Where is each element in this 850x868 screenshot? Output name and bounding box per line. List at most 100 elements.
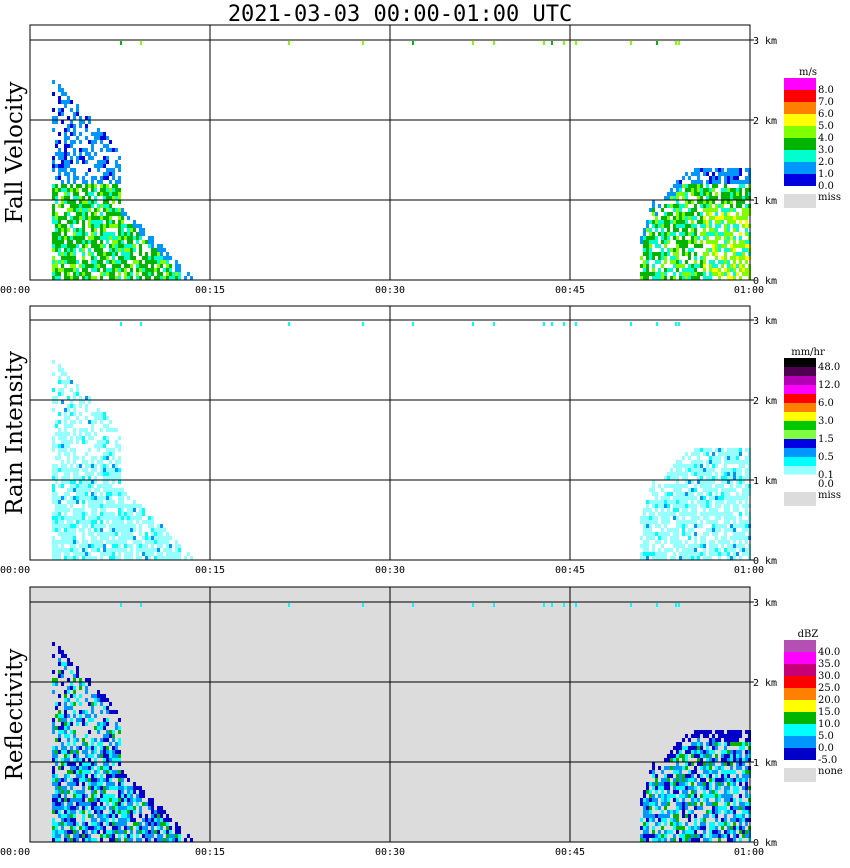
- echo-cell: [52, 726, 55, 730]
- echo-cell: [58, 364, 61, 368]
- echo-cell: [64, 260, 67, 264]
- echo-cell: [58, 244, 61, 248]
- echo-cell: [472, 603, 474, 607]
- echo-cell: [142, 240, 145, 244]
- echo-cell: [52, 524, 55, 528]
- echo-cell: [742, 180, 745, 184]
- echo-cell: [124, 276, 127, 280]
- y-tick-label: 1 km: [753, 476, 777, 487]
- echo-cell: [85, 838, 88, 842]
- echo-cell: [91, 536, 94, 540]
- echo-cell: [61, 368, 64, 372]
- echo-cell: [724, 172, 727, 176]
- echo-cell: [118, 754, 121, 758]
- echo-cell: [688, 834, 691, 838]
- echo-cell: [733, 548, 736, 552]
- echo-cell: [106, 468, 109, 472]
- echo-cell: [85, 822, 88, 826]
- colorbar-swatch: [784, 457, 816, 466]
- echo-cell: [70, 420, 73, 424]
- echo-cell: [575, 603, 577, 607]
- echo-cell: [682, 544, 685, 548]
- echo-cell: [70, 722, 73, 726]
- echo-cell: [55, 790, 58, 794]
- echo-cell: [706, 782, 709, 786]
- echo-cell: [151, 264, 154, 268]
- echo-cell: [97, 440, 100, 444]
- echo-cell: [667, 516, 670, 520]
- echo-cell: [742, 544, 745, 548]
- echo-cell: [67, 468, 70, 472]
- echo-cell: [85, 690, 88, 694]
- echo-cell: [91, 718, 94, 722]
- echo-cell: [694, 460, 697, 464]
- echo-cell: [85, 552, 88, 556]
- echo-cell: [709, 520, 712, 524]
- echo-cell: [745, 548, 748, 552]
- echo-cell: [58, 216, 61, 220]
- echo-cell: [700, 496, 703, 500]
- echo-cell: [157, 528, 160, 532]
- echo-cell: [718, 810, 721, 814]
- echo-cell: [733, 220, 736, 224]
- echo-cell: [730, 536, 733, 540]
- echo-cell: [67, 810, 70, 814]
- echo-cell: [70, 496, 73, 500]
- echo-cell: [109, 168, 112, 172]
- echo-cell: [118, 220, 121, 224]
- echo-cell: [724, 742, 727, 746]
- echo-cell: [679, 552, 682, 556]
- echo-cell: [64, 786, 67, 790]
- echo-cell: [124, 552, 127, 556]
- echo-cell: [106, 428, 109, 432]
- echo-cell: [655, 802, 658, 806]
- echo-cell: [67, 476, 70, 480]
- echo-cell: [685, 512, 688, 516]
- echo-cell: [679, 504, 682, 508]
- echo-cell: [715, 730, 718, 734]
- echo-cell: [64, 714, 67, 718]
- echo-cell: [739, 184, 742, 188]
- echo-cell: [661, 528, 664, 532]
- echo-cell: [727, 754, 730, 758]
- echo-cell: [157, 818, 160, 822]
- echo-cell: [667, 774, 670, 778]
- echo-cell: [661, 798, 664, 802]
- echo-cell: [643, 236, 646, 240]
- echo-cell: [82, 160, 85, 164]
- echo-cell: [88, 766, 91, 770]
- echo-cell: [706, 232, 709, 236]
- echo-cell: [91, 798, 94, 802]
- echo-cell: [97, 248, 100, 252]
- echo-cell: [733, 240, 736, 244]
- echo-cell: [670, 822, 673, 826]
- echo-cell: [112, 536, 115, 540]
- echo-cell: [67, 754, 70, 758]
- echo-cell: [673, 838, 676, 842]
- echo-cell: [160, 276, 163, 280]
- echo-cell: [79, 184, 82, 188]
- echo-cell: [61, 802, 64, 806]
- echo-cell: [733, 802, 736, 806]
- echo-cell: [664, 260, 667, 264]
- echo-cell: [676, 810, 679, 814]
- echo-cell: [148, 236, 151, 240]
- echo-cell: [55, 834, 58, 838]
- echo-cell: [94, 416, 97, 420]
- echo-cell: [652, 240, 655, 244]
- echo-cell: [730, 766, 733, 770]
- echo-cell: [736, 172, 739, 176]
- echo-cell: [64, 428, 67, 432]
- echo-cell: [658, 782, 661, 786]
- echo-cell: [745, 456, 748, 460]
- echo-cell: [730, 794, 733, 798]
- echo-cell: [55, 200, 58, 204]
- echo-cell: [712, 810, 715, 814]
- echo-cell: [120, 41, 122, 45]
- echo-cell: [100, 818, 103, 822]
- echo-cell: [55, 152, 58, 156]
- echo-cell: [103, 734, 106, 738]
- echo-cell: [109, 786, 112, 790]
- echo-cell: [64, 168, 67, 172]
- echo-cell: [154, 818, 157, 822]
